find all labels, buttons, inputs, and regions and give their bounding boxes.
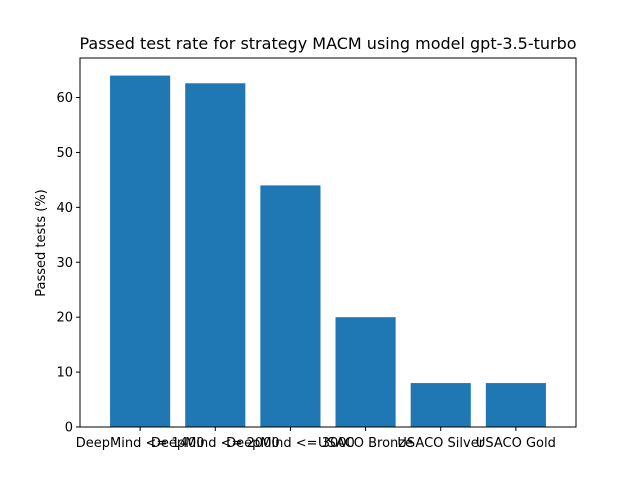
x-tick-label: USACO Bronze (318, 436, 413, 451)
x-tick-label: USACO Silver (397, 436, 484, 451)
y-tick-label: 0 (65, 421, 73, 436)
chart-title: Passed test rate for strategy MACM using… (79, 34, 576, 53)
y-tick-label: 50 (56, 146, 73, 161)
bar-6 (485, 383, 546, 427)
y-tick-label: 20 (56, 311, 73, 326)
y-tick-label: 10 (56, 366, 73, 381)
bar-2 (185, 83, 246, 427)
y-tick-label: 60 (56, 91, 73, 106)
x-tick-label: USACO Gold (476, 436, 556, 451)
x-tick-label: DeepMind <= 3000 (226, 436, 355, 451)
bar-5 (410, 383, 471, 427)
x-tick-label: DeepMind <= 1400 (76, 436, 205, 451)
bar-4 (335, 317, 396, 427)
y-tick-label: 30 (56, 256, 73, 271)
x-tick-label: DeepMind <= 2000 (151, 436, 280, 451)
bar-3 (260, 185, 321, 427)
y-axis-label: Passed tests (%) (34, 189, 49, 297)
axes-frame (79, 57, 577, 428)
y-tick-label: 40 (56, 201, 73, 216)
bar-1 (110, 75, 171, 427)
